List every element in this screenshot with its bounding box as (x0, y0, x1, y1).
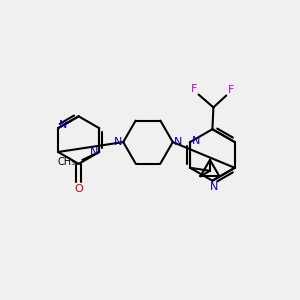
Text: O: O (74, 184, 83, 194)
Text: CH₃: CH₃ (57, 157, 76, 167)
Text: N: N (59, 120, 67, 130)
Text: N: N (90, 147, 98, 157)
Text: N: N (210, 182, 219, 192)
Text: F: F (190, 84, 197, 94)
Text: N: N (174, 137, 182, 147)
Text: N: N (114, 137, 122, 147)
Text: F: F (228, 85, 234, 94)
Text: N: N (192, 136, 200, 146)
